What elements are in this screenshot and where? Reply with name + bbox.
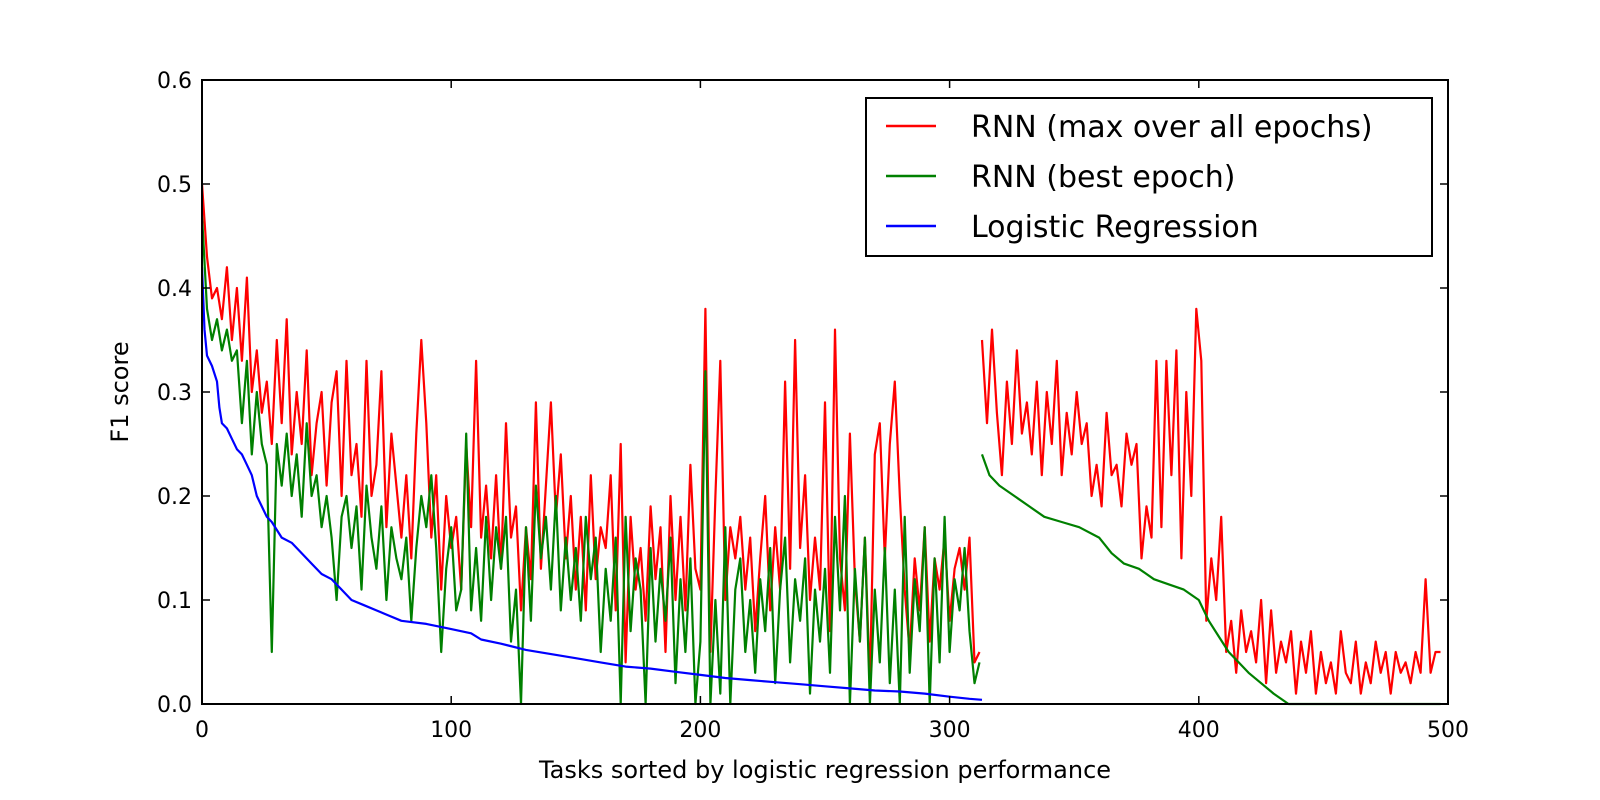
- series-line-1-segment-2: [980, 307, 1441, 695]
- legend-entry-3: Logistic Regression: [971, 210, 1259, 245]
- x-tick-label: 200: [679, 718, 721, 743]
- legend-entry-1: RNN (max over all epochs): [971, 110, 1373, 145]
- legend-box: [865, 97, 1433, 257]
- y-tick-label: 0.3: [157, 381, 192, 406]
- y-tick-label: 0.1: [157, 589, 192, 614]
- series-line-2-segment-2: [980, 454, 1441, 706]
- series-line-1-segment-1: [202, 183, 981, 685]
- x-axis-label: Tasks sorted by logistic regression perf…: [538, 756, 1111, 784]
- axis-ticks: 0 100 200 300 400 500 0.0 0.1 0.2 0.3 0.4 0.5 0.6: [157, 69, 1469, 743]
- x-tick-label: 0: [195, 718, 209, 743]
- y-tick-label: 0.5: [157, 173, 192, 198]
- series-line-3-segment-1: [202, 267, 983, 701]
- legend-entry-2: RNN (best epoch): [971, 160, 1235, 195]
- x-tick-label: 400: [1178, 718, 1220, 743]
- y-tick-label: 0.4: [157, 277, 192, 302]
- plot-lines: [202, 183, 1441, 706]
- y-tick-label: 0.0: [157, 693, 192, 718]
- y-tick-label: 0.6: [157, 69, 192, 94]
- series-line-2-segment-1: [202, 215, 981, 706]
- y-tick-label: 0.2: [157, 485, 192, 510]
- y-axis-label: F1 score: [106, 341, 134, 442]
- x-tick-label: 500: [1427, 718, 1469, 743]
- legend: RNN (max over all epochs) RNN (best epoch…: [865, 97, 1433, 257]
- x-tick-label: 100: [430, 718, 472, 743]
- x-tick-label: 300: [929, 718, 971, 743]
